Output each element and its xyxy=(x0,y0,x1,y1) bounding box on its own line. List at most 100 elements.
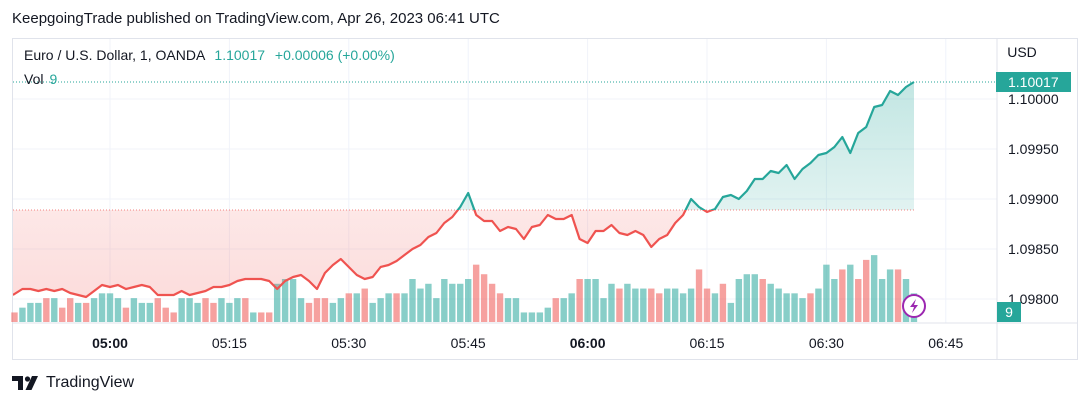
volume-bar xyxy=(488,283,496,322)
volume-bar xyxy=(465,279,472,322)
volume-bar xyxy=(417,288,424,322)
footer-brand: TradingView xyxy=(46,374,135,391)
volume-bar xyxy=(43,298,50,322)
volume-bar xyxy=(11,312,18,322)
volume-bar xyxy=(321,298,329,322)
footer[interactable]: TradingView xyxy=(12,374,134,392)
volume-bar xyxy=(218,298,225,322)
volume-bar xyxy=(98,293,106,322)
volume-bar xyxy=(544,307,551,322)
volume-bar xyxy=(703,288,711,322)
volume-bar xyxy=(656,293,663,322)
volume-bar xyxy=(361,288,368,322)
x-tick-label: 06:00 xyxy=(570,335,606,351)
volume-bar xyxy=(106,293,114,322)
tradingview-logo-icon xyxy=(12,376,38,390)
volume-bar xyxy=(472,264,480,322)
lightning-bolt-icon xyxy=(902,294,926,318)
volume-bar xyxy=(855,279,862,322)
volume-bar xyxy=(146,302,153,322)
x-tick-label: 05:30 xyxy=(331,335,366,351)
volume-bar xyxy=(59,307,66,322)
volume-bar xyxy=(194,302,201,322)
volume-bar xyxy=(711,293,719,322)
volume-bar xyxy=(584,279,591,322)
volume-bar xyxy=(536,312,544,322)
volume-bar xyxy=(664,288,671,322)
volume-bar xyxy=(807,293,814,322)
volume-bar xyxy=(751,274,758,322)
volume-bar xyxy=(27,302,34,322)
volume-bar xyxy=(671,288,679,322)
last-volume-tag-label: 9 xyxy=(1005,304,1013,320)
volume-bar xyxy=(504,298,512,322)
volume-bar xyxy=(138,302,146,322)
volume-bar xyxy=(847,264,854,322)
volume-bar xyxy=(608,283,615,322)
volume-bar xyxy=(815,288,822,322)
volume-bar xyxy=(735,279,743,322)
last-price-tag xyxy=(998,72,1071,92)
volume-bar xyxy=(35,302,42,322)
volume-bar xyxy=(377,298,384,322)
volume-bar xyxy=(337,298,345,322)
volume-bar xyxy=(640,288,647,322)
volume-bar xyxy=(863,259,870,322)
volume-bar xyxy=(759,279,766,322)
currency-label: USD xyxy=(1007,44,1037,60)
volume-bar xyxy=(266,312,273,322)
x-tick-label: 06:15 xyxy=(689,335,724,351)
volume-bar xyxy=(799,298,806,322)
y-tick-label: 1.09850 xyxy=(1008,241,1059,257)
volume-bar xyxy=(345,293,352,322)
volume-bar xyxy=(783,293,790,322)
price-line-above xyxy=(456,81,915,210)
volume-bar xyxy=(297,298,305,322)
area-above-baseline xyxy=(13,82,914,210)
volume-bar xyxy=(433,298,440,322)
x-tick-label: 05:45 xyxy=(451,335,486,351)
volume-bar xyxy=(281,279,289,322)
volume-bar xyxy=(242,298,249,322)
volume-bar xyxy=(687,288,695,322)
y-tick-label: 1.09950 xyxy=(1008,141,1059,157)
volume-bar xyxy=(186,298,193,322)
volume-bar xyxy=(719,283,727,322)
volume-bar xyxy=(839,269,846,322)
last-price-tag-label: 1.10017 xyxy=(1008,74,1059,90)
volume-bar xyxy=(74,302,82,322)
volume-bar xyxy=(234,298,241,322)
volume-bar xyxy=(552,298,559,322)
volume-bar xyxy=(648,288,655,322)
volume-bar xyxy=(329,302,337,322)
symbol-legend[interactable]: Euro / U.S. Dollar, 1, OANDA 1.10017 +0.… xyxy=(24,47,395,63)
volume-bar xyxy=(289,279,297,322)
volume-bar xyxy=(154,298,161,322)
volume-bar xyxy=(679,293,687,322)
volume-bar xyxy=(512,298,520,322)
x-tick-label: 06:45 xyxy=(928,335,963,351)
volume-bar xyxy=(273,283,281,322)
volume-bar xyxy=(409,279,416,322)
last-volume-tag xyxy=(997,302,1021,322)
volume-bar xyxy=(600,298,607,322)
volume-bar xyxy=(775,288,782,322)
volume-bar xyxy=(353,293,360,322)
volume-bar xyxy=(624,283,631,322)
volume-bar xyxy=(258,312,265,322)
published-caption: KeepgoingTrade published on TradingView.… xyxy=(12,10,500,27)
volume-bar xyxy=(19,307,26,322)
volume-bar xyxy=(178,298,185,322)
volume-bar xyxy=(393,293,400,322)
volume-bar xyxy=(202,298,209,322)
volume-bar xyxy=(632,288,639,322)
volume-bar xyxy=(51,298,58,322)
y-tick-label: 1.09900 xyxy=(1008,191,1059,207)
volume-bar xyxy=(385,293,392,322)
x-tick-label: 05:15 xyxy=(212,335,247,351)
volume-value: 9 xyxy=(49,71,58,87)
volume-legend[interactable]: Vol 9 xyxy=(24,71,57,87)
volume-bar xyxy=(480,274,488,322)
y-tick-label: 1.10000 xyxy=(1008,91,1059,107)
